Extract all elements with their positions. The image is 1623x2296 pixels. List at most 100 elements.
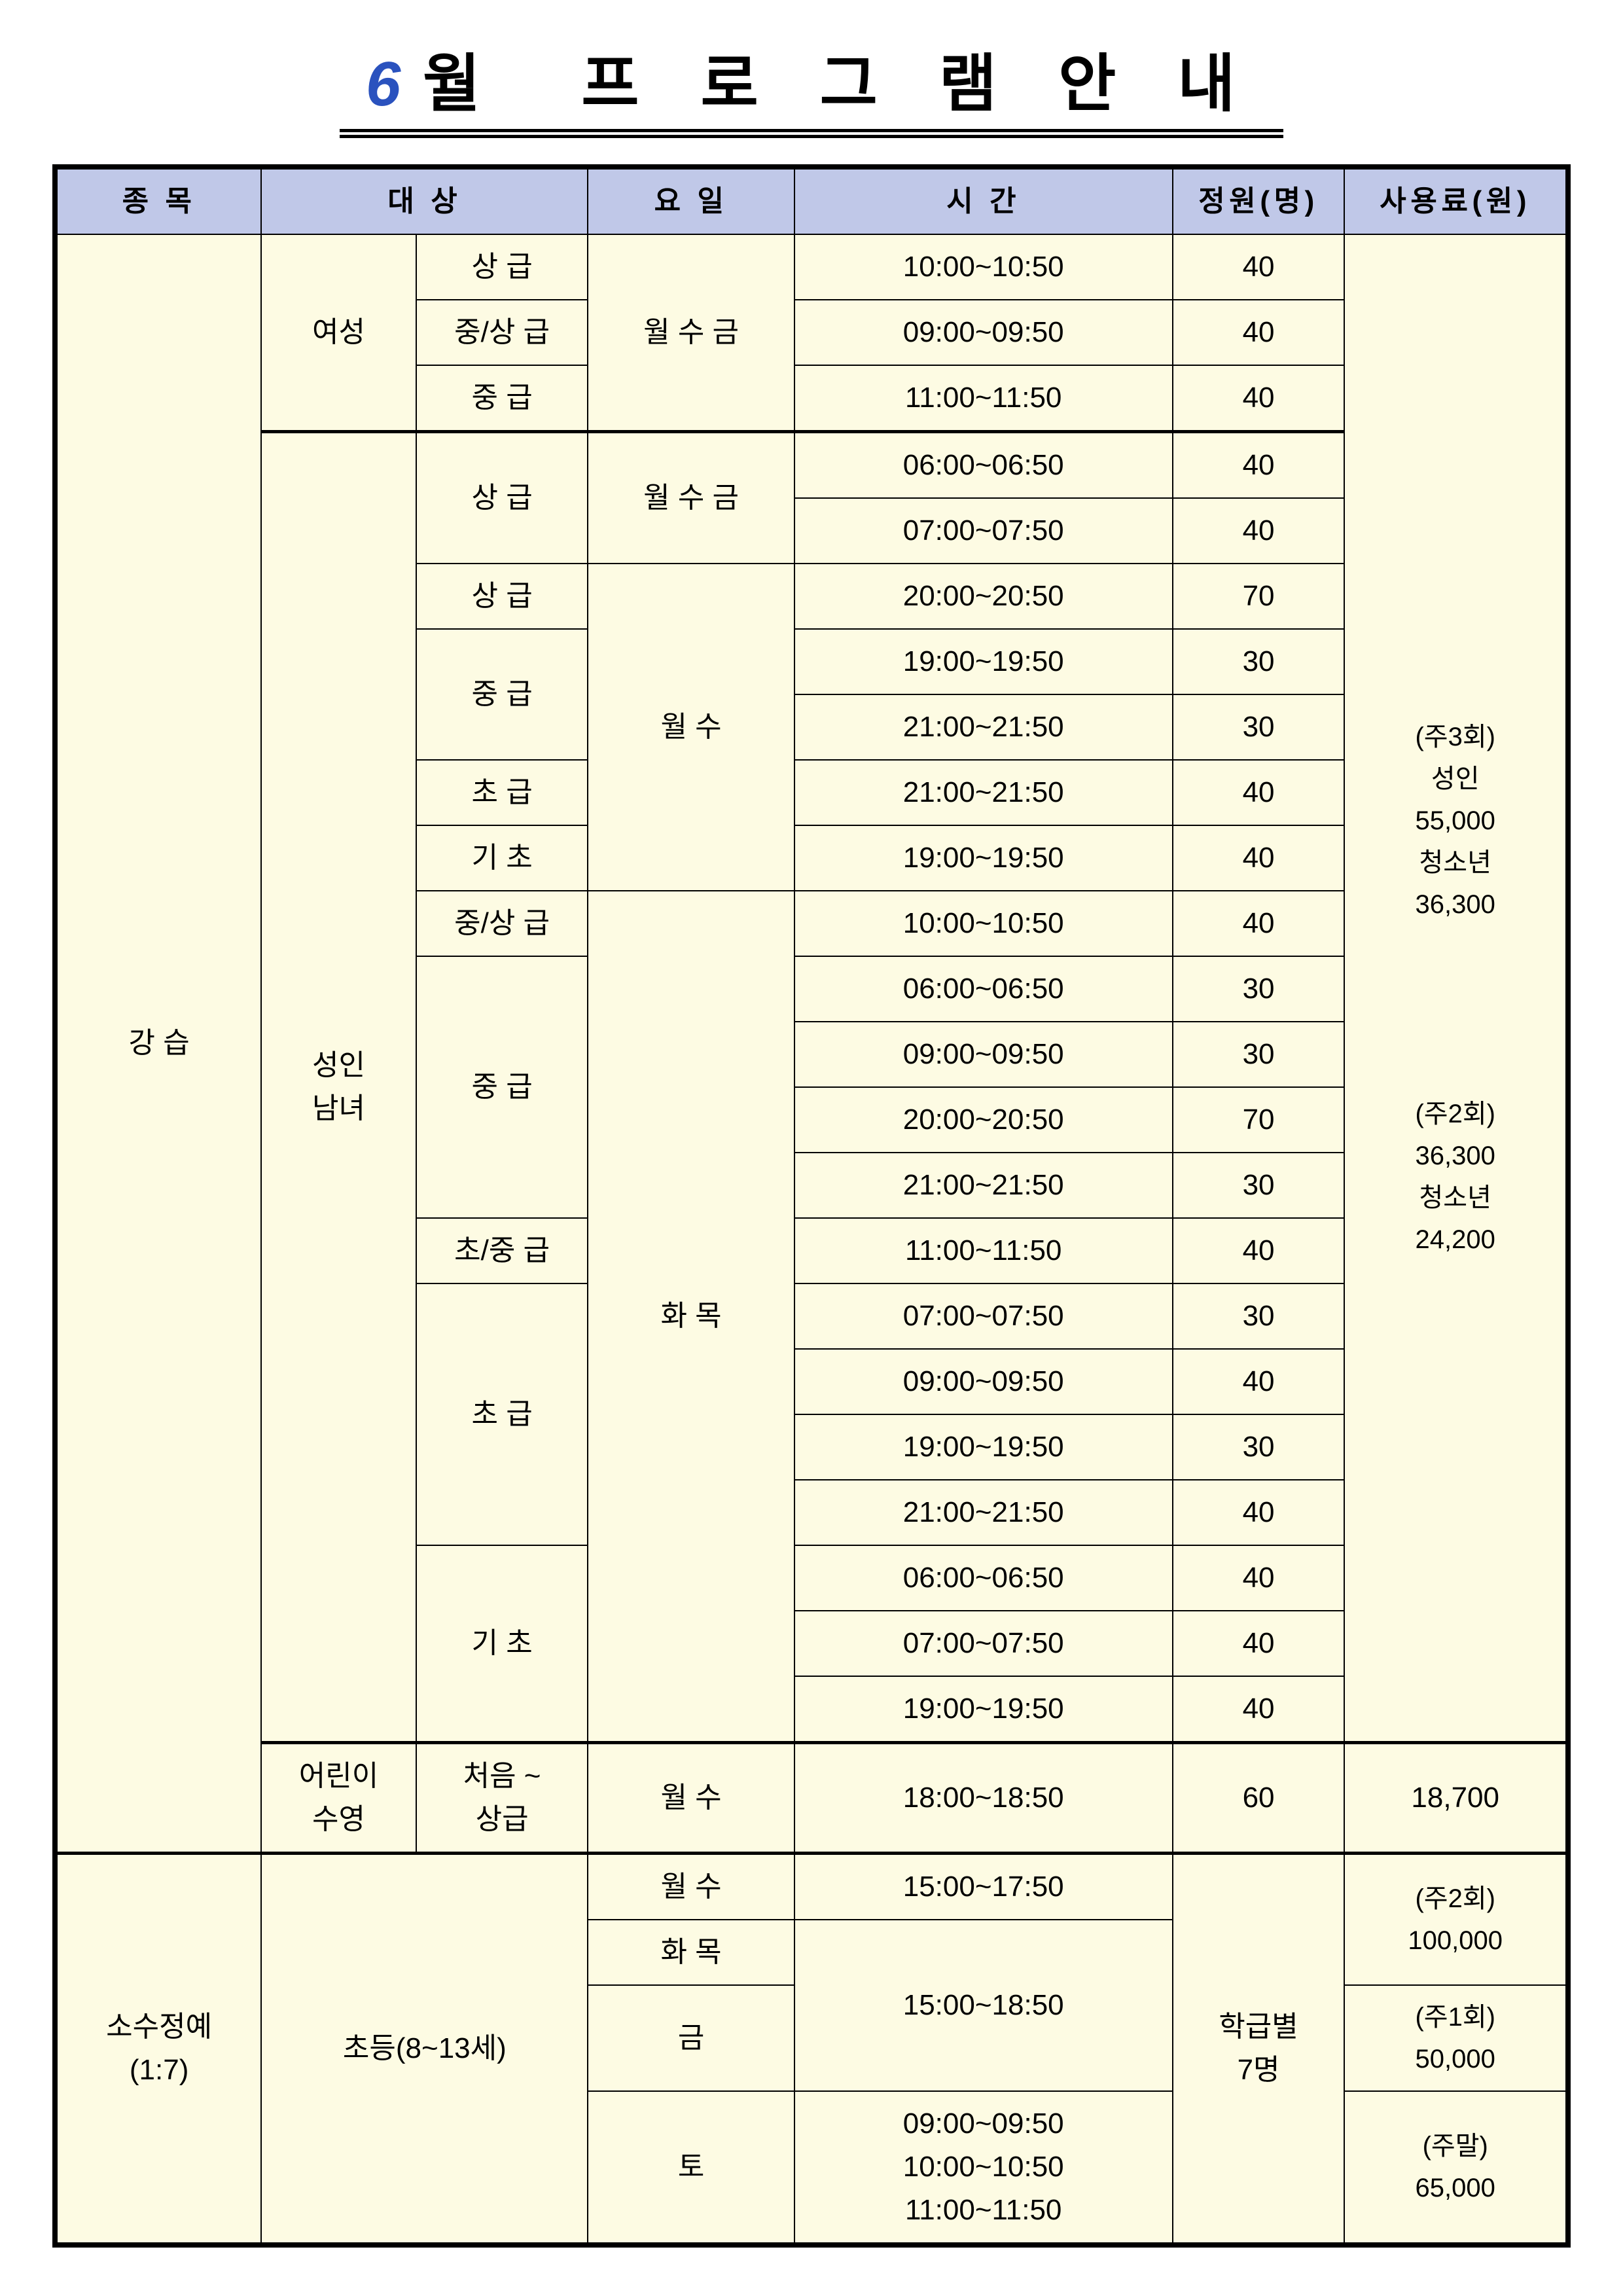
col-time: 시 간 bbox=[794, 167, 1173, 234]
capacity-cell: 40 bbox=[1173, 825, 1345, 891]
time-cell: 09:00~09:50 bbox=[794, 1349, 1173, 1414]
time-cell: 21:00~21:50 bbox=[794, 694, 1173, 760]
level-cell: 중/상 급 bbox=[416, 891, 588, 956]
time-cell: 19:00~19:50 bbox=[794, 1676, 1173, 1743]
time-cell: 21:00~21:50 bbox=[794, 1153, 1173, 1218]
table-row: 소수정예(1:7) 초등(8~13세) 월 수 15:00~17:50 학급별7… bbox=[55, 1854, 1568, 1920]
time-cell: 19:00~19:50 bbox=[794, 825, 1173, 891]
capacity-cell: 60 bbox=[1173, 1743, 1345, 1854]
time-cell: 09:00~09:5010:00~10:5011:00~11:50 bbox=[794, 2091, 1173, 2245]
day-cell: 화 목 bbox=[588, 1920, 794, 1985]
capacity-cell: 40 bbox=[1173, 1480, 1345, 1545]
capacity-cell: 40 bbox=[1173, 432, 1345, 499]
time-cell: 10:00~10:50 bbox=[794, 891, 1173, 956]
page-title: 6월 프 로 그 램 안 내 bbox=[52, 33, 1571, 138]
capacity-cell: 70 bbox=[1173, 564, 1345, 629]
time-cell: 19:00~19:50 bbox=[794, 1414, 1173, 1480]
day-cell: 월 수 bbox=[588, 1854, 794, 1920]
col-capacity: 정원(명) bbox=[1173, 167, 1345, 234]
target-cell: 초등(8~13세) bbox=[261, 1854, 588, 2246]
time-cell: 09:00~09:50 bbox=[794, 1022, 1173, 1087]
day-cell: 월 수 bbox=[588, 564, 794, 891]
day-cell: 월 수 금 bbox=[588, 234, 794, 432]
day-cell: 화 목 bbox=[588, 891, 794, 1743]
capacity-cell: 40 bbox=[1173, 1611, 1345, 1676]
title-month: 6 bbox=[366, 49, 423, 119]
time-cell: 20:00~20:50 bbox=[794, 564, 1173, 629]
capacity-cell: 40 bbox=[1173, 365, 1345, 432]
col-category: 종 목 bbox=[55, 167, 261, 234]
capacity-cell: 30 bbox=[1173, 694, 1345, 760]
col-day: 요 일 bbox=[588, 167, 794, 234]
target-cell: 성인남녀 bbox=[261, 432, 416, 1743]
capacity-cell: 학급별7명 bbox=[1173, 1854, 1345, 2246]
time-cell: 19:00~19:50 bbox=[794, 629, 1173, 694]
time-cell: 20:00~20:50 bbox=[794, 1087, 1173, 1153]
level-cell: 중 급 bbox=[416, 629, 588, 760]
time-cell: 07:00~07:50 bbox=[794, 498, 1173, 564]
level-cell: 기 초 bbox=[416, 1545, 588, 1743]
target-cell: 어린이수영 bbox=[261, 1743, 416, 1854]
fee-cell: (주1회)50,000 bbox=[1344, 1985, 1568, 2091]
level-cell: 상 급 bbox=[416, 234, 588, 300]
level-cell: 기 초 bbox=[416, 825, 588, 891]
level-cell: 중 급 bbox=[416, 365, 588, 432]
table-row: 어린이수영 처음 ~상급 월 수 18:00~18:50 60 18,700 bbox=[55, 1743, 1568, 1854]
day-cell: 월 수 bbox=[588, 1743, 794, 1854]
level-cell: 초/중 급 bbox=[416, 1218, 588, 1283]
capacity-cell: 30 bbox=[1173, 1414, 1345, 1480]
capacity-cell: 40 bbox=[1173, 300, 1345, 365]
capacity-cell: 40 bbox=[1173, 1349, 1345, 1414]
time-cell: 21:00~21:50 bbox=[794, 1480, 1173, 1545]
capacity-cell: 30 bbox=[1173, 956, 1345, 1022]
capacity-cell: 40 bbox=[1173, 1545, 1345, 1611]
level-cell: 초 급 bbox=[416, 1283, 588, 1545]
time-cell: 15:00~18:50 bbox=[794, 1920, 1173, 2091]
table-row: 성인남녀 상 급 월 수 금 06:00~06:50 40 bbox=[55, 432, 1568, 499]
fee-cell: (주말)65,000 bbox=[1344, 2091, 1568, 2245]
title-text: 6월 프 로 그 램 안 내 bbox=[340, 33, 1283, 138]
time-cell: 11:00~11:50 bbox=[794, 365, 1173, 432]
capacity-cell: 40 bbox=[1173, 498, 1345, 564]
time-cell: 06:00~06:50 bbox=[794, 432, 1173, 499]
level-cell: 상 급 bbox=[416, 432, 588, 564]
level-cell: 중 급 bbox=[416, 956, 588, 1218]
level-cell: 초 급 bbox=[416, 760, 588, 825]
table-row: 강 습 여성 상 급 월 수 금 10:00~10:50 40 (주3회)성인5… bbox=[55, 234, 1568, 300]
capacity-cell: 40 bbox=[1173, 891, 1345, 956]
program-table: 종 목 대 상 요 일 시 간 정원(명) 사용료(원) 강 습 여성 상 급 … bbox=[52, 164, 1571, 2248]
fee-cell: (주2회)100,000 bbox=[1344, 1854, 1568, 1986]
col-target: 대 상 bbox=[261, 167, 588, 234]
capacity-cell: 40 bbox=[1173, 234, 1345, 300]
category-cell: 강 습 bbox=[55, 234, 261, 1854]
time-cell: 21:00~21:50 bbox=[794, 760, 1173, 825]
time-cell: 06:00~06:50 bbox=[794, 956, 1173, 1022]
capacity-cell: 40 bbox=[1173, 1218, 1345, 1283]
fee-cell: 18,700 bbox=[1344, 1743, 1568, 1854]
level-cell: 중/상 급 bbox=[416, 300, 588, 365]
day-cell: 토 bbox=[588, 2091, 794, 2245]
time-cell: 07:00~07:50 bbox=[794, 1283, 1173, 1349]
time-cell: 06:00~06:50 bbox=[794, 1545, 1173, 1611]
level-cell: 상 급 bbox=[416, 564, 588, 629]
time-cell: 18:00~18:50 bbox=[794, 1743, 1173, 1854]
capacity-cell: 70 bbox=[1173, 1087, 1345, 1153]
level-cell: 처음 ~상급 bbox=[416, 1743, 588, 1854]
capacity-cell: 40 bbox=[1173, 1676, 1345, 1743]
time-cell: 15:00~17:50 bbox=[794, 1854, 1173, 1920]
category-cell: 소수정예(1:7) bbox=[55, 1854, 261, 2246]
time-cell: 09:00~09:50 bbox=[794, 300, 1173, 365]
capacity-cell: 30 bbox=[1173, 1283, 1345, 1349]
day-cell: 월 수 금 bbox=[588, 432, 794, 564]
capacity-cell: 30 bbox=[1173, 1153, 1345, 1218]
time-cell: 11:00~11:50 bbox=[794, 1218, 1173, 1283]
capacity-cell: 40 bbox=[1173, 760, 1345, 825]
capacity-cell: 30 bbox=[1173, 1022, 1345, 1087]
time-cell: 07:00~07:50 bbox=[794, 1611, 1173, 1676]
fee-cell: (주3회)성인55,000청소년36,300(주2회)36,300청소년24,2… bbox=[1344, 234, 1568, 1743]
capacity-cell: 30 bbox=[1173, 629, 1345, 694]
day-cell: 금 bbox=[588, 1985, 794, 2091]
target-cell: 여성 bbox=[261, 234, 416, 432]
col-fee: 사용료(원) bbox=[1344, 167, 1568, 234]
time-cell: 10:00~10:50 bbox=[794, 234, 1173, 300]
